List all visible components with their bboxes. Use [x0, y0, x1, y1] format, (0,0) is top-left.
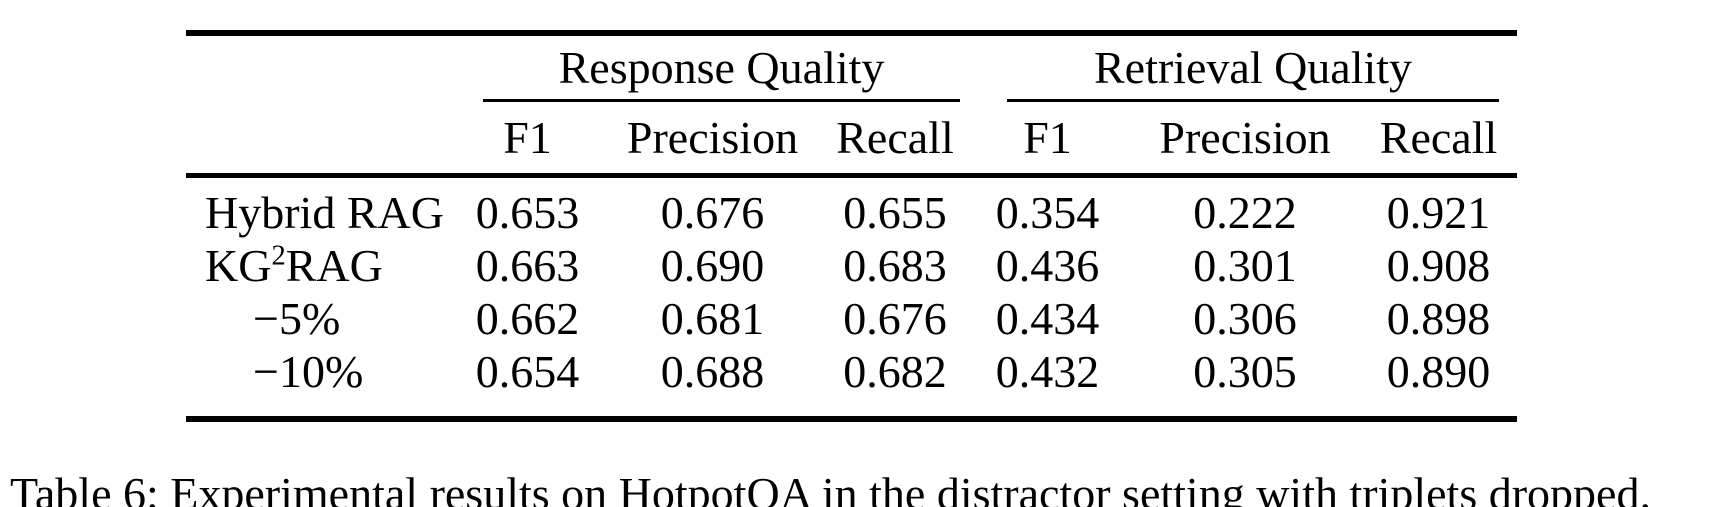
row-label-text: −5% [253, 293, 341, 344]
metric-value: 0.676 [843, 293, 947, 344]
metric-value: 0.655 [843, 187, 947, 238]
column-header-recall-retrieval: Recall [1360, 102, 1518, 178]
column-header-f1-retrieval: F1 [965, 102, 1131, 178]
metric-value: 0.676 [660, 187, 765, 238]
row-label-text: RAG [285, 240, 383, 291]
group-header-row: Response Quality Retrieval Quality [186, 33, 1517, 102]
row-label-superscript: 2 [271, 240, 286, 272]
row-label-text: KG [205, 240, 272, 291]
metric-value: 0.434 [995, 293, 1100, 344]
column-header-f1-response: F1 [455, 102, 600, 178]
metric-value: 0.898 [1386, 293, 1491, 344]
corner-cell [186, 102, 455, 178]
results-table-body: Hybrid RAG 0.653 0.676 0.655 0.354 0.222 0.921… [186, 176, 1518, 422]
metric-value: 0.681 [660, 293, 765, 344]
metric-value: 0.354 [995, 187, 1100, 238]
group-header-response: Response Quality [455, 33, 965, 102]
group-label: Retrieval Quality [1093, 42, 1413, 93]
retrieval-quality-group-rule: Retrieval Quality [1007, 36, 1500, 102]
metric-value: 0.921 [1386, 187, 1491, 238]
metric-value: 0.682 [825, 345, 966, 422]
metric-value: 0.663 [475, 240, 580, 291]
row-label-text: −10% [253, 346, 364, 397]
metric-value: 0.654 [455, 345, 600, 422]
table-caption: Table 6: Experimental results on HotpotQ… [10, 468, 1651, 507]
results-table: Response Quality Retrieval Quality F1 Pr… [186, 30, 1518, 422]
metric-value: 0.653 [475, 187, 580, 238]
metric-value: 0.662 [475, 293, 580, 344]
corner-cell [186, 33, 455, 102]
row-label: Hybrid RAG [186, 176, 455, 240]
row-label-text: Hybrid RAG [205, 187, 444, 238]
metric-value: 0.688 [600, 345, 825, 422]
row-label: KG2RAG [186, 239, 455, 292]
metric-value: 0.222 [1193, 187, 1297, 238]
metric-value: 0.432 [965, 345, 1131, 422]
table-row: −5% 0.662 0.681 0.676 0.434 0.306 0.898 [186, 292, 1517, 345]
metric-value: 0.690 [660, 240, 765, 291]
metric-value: 0.306 [1193, 293, 1297, 344]
table-row: Hybrid RAG 0.653 0.676 0.655 0.354 0.222 0.921 [186, 176, 1517, 240]
row-label: −10% [186, 345, 455, 422]
table-row: −10% 0.654 0.688 0.682 0.432 0.305 0.890 [186, 345, 1518, 422]
column-header-recall-response: Recall [825, 102, 966, 178]
group-label: Response Quality [558, 42, 885, 93]
table-row: KG2RAG 0.663 0.690 0.683 0.436 0.301 0.908 [186, 239, 1517, 292]
group-header-retrieval: Retrieval Quality [965, 33, 1517, 102]
metric-value: 0.683 [843, 240, 947, 291]
column-header-row: F1 Precision Recall F1 Precision Recall [186, 102, 1518, 178]
metric-value: 0.908 [1386, 240, 1491, 291]
column-header-precision-retrieval: Precision [1130, 102, 1361, 178]
metric-value: 0.436 [995, 240, 1100, 291]
row-label: −5% [186, 292, 455, 345]
metric-value: 0.890 [1360, 345, 1518, 422]
metric-value: 0.301 [1193, 240, 1297, 291]
column-header-precision-response: Precision [600, 102, 825, 178]
metric-value: 0.305 [1130, 345, 1361, 422]
response-quality-group-rule: Response Quality [483, 36, 961, 102]
